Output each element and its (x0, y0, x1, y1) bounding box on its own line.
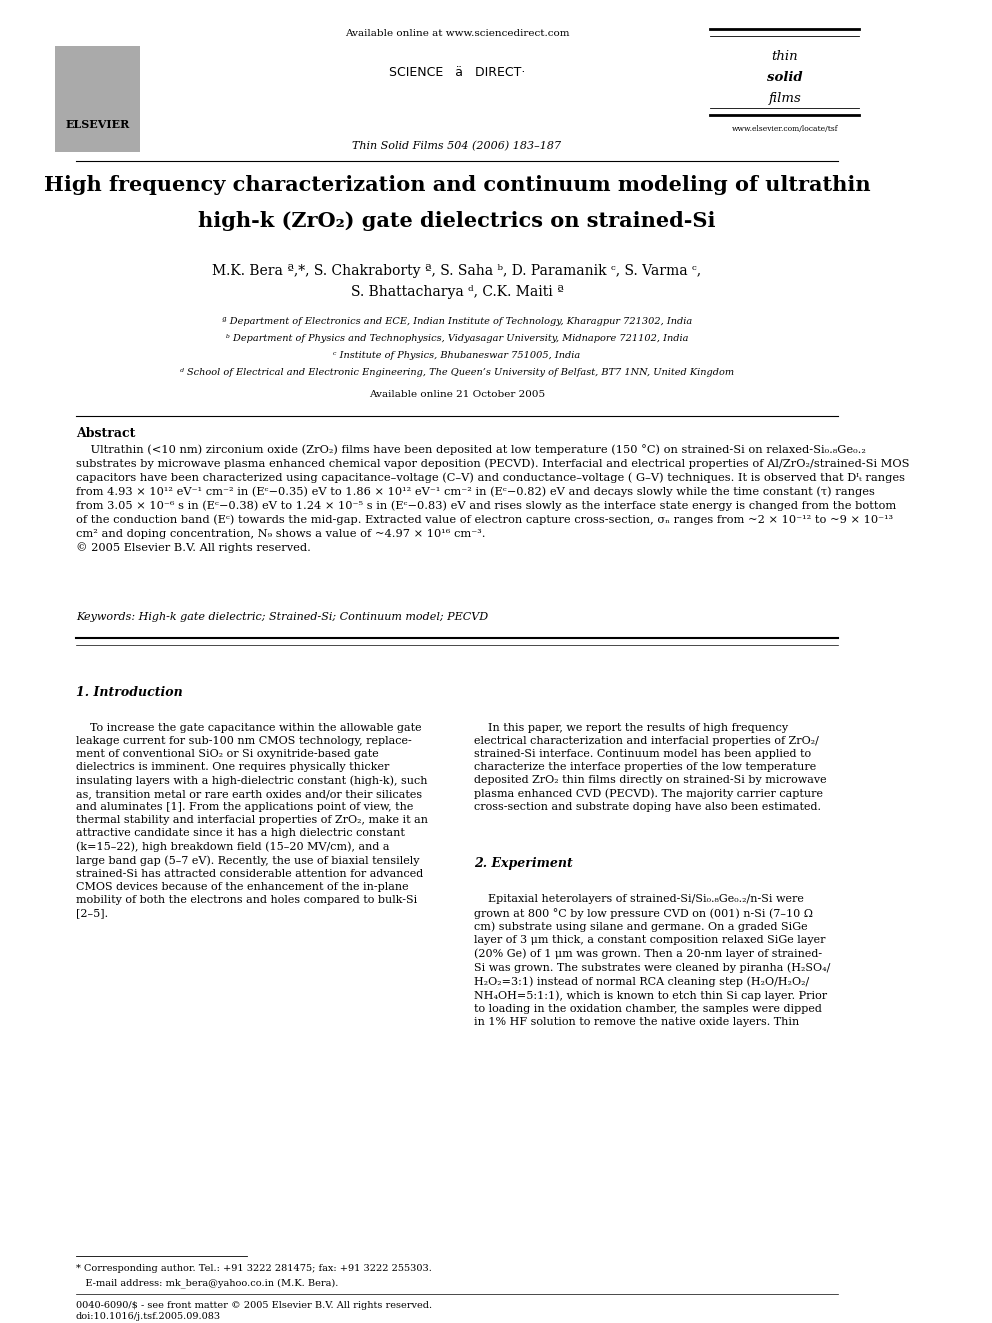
Text: high-k (ZrO₂) gate dielectrics on strained-Si: high-k (ZrO₂) gate dielectrics on strain… (198, 212, 715, 232)
Text: In this paper, we report the results of high frequency
electrical characterizati: In this paper, we report the results of … (474, 722, 826, 812)
Text: Epitaxial heterolayers of strained-Si/Si₀.₈Ge₀.₂/n-Si were
grown at 800 °C by lo: Epitaxial heterolayers of strained-Si/Si… (474, 894, 830, 1027)
Text: 2. Experiment: 2. Experiment (474, 857, 572, 871)
Text: 1. Introduction: 1. Introduction (76, 685, 183, 699)
Text: films: films (769, 93, 802, 106)
Text: solid: solid (767, 71, 803, 85)
Text: M.K. Bera ª,*, S. Chakraborty ª, S. Saha ᵇ, D. Paramanik ᶜ, S. Varma ᶜ,: M.K. Bera ª,*, S. Chakraborty ª, S. Saha… (212, 263, 701, 278)
FancyBboxPatch shape (55, 46, 140, 152)
Text: * Corresponding author. Tel.: +91 3222 281475; fax: +91 3222 255303.: * Corresponding author. Tel.: +91 3222 2… (76, 1263, 432, 1273)
Text: Available online 21 October 2005: Available online 21 October 2005 (369, 390, 545, 400)
Text: ᶜ Institute of Physics, Bhubaneswar 751005, India: ᶜ Institute of Physics, Bhubaneswar 7510… (333, 351, 580, 360)
Text: thin: thin (772, 50, 799, 64)
Text: High frequency characterization and continuum modeling of ultrathin: High frequency characterization and cont… (44, 176, 870, 196)
Text: To increase the gate capacitance within the allowable gate
leakage current for s: To increase the gate capacitance within … (76, 722, 428, 918)
Text: ᵈ School of Electrical and Electronic Engineering, The Queen’s University of Bel: ᵈ School of Electrical and Electronic En… (180, 368, 734, 377)
Text: ELSEVIER: ELSEVIER (65, 119, 130, 130)
Text: www.elsevier.com/locate/tsf: www.elsevier.com/locate/tsf (732, 126, 838, 134)
Text: E-mail address: mk_bera@yahoo.co.in (M.K. Bera).: E-mail address: mk_bera@yahoo.co.in (M.K… (76, 1278, 338, 1289)
Text: ª Department of Electronics and ECE, Indian Institute of Technology, Kharagpur 7: ª Department of Electronics and ECE, Ind… (222, 316, 692, 325)
Text: 0040-6090/$ - see front matter © 2005 Elsevier B.V. All rights reserved.: 0040-6090/$ - see front matter © 2005 El… (76, 1301, 433, 1310)
Text: SCIENCE   ä   DIRECT·: SCIENCE ä DIRECT· (389, 66, 525, 79)
Text: ᵇ Department of Physics and Technophysics, Vidyasagar University, Midnapore 7211: ᵇ Department of Physics and Technophysic… (226, 333, 688, 343)
Text: S. Bhattacharya ᵈ, C.K. Maiti ª: S. Bhattacharya ᵈ, C.K. Maiti ª (350, 284, 563, 299)
Text: doi:10.1016/j.tsf.2005.09.083: doi:10.1016/j.tsf.2005.09.083 (76, 1312, 221, 1322)
Text: Available online at www.sciencedirect.com: Available online at www.sciencedirect.co… (344, 29, 569, 38)
Text: Keywords: High-k gate dielectric; Strained-Si; Continuum model; PECVD: Keywords: High-k gate dielectric; Strain… (76, 613, 488, 622)
Text: Thin Solid Films 504 (2006) 183–187: Thin Solid Films 504 (2006) 183–187 (352, 142, 561, 151)
Text: Abstract: Abstract (76, 427, 135, 441)
Text: Ultrathin (<10 nm) zirconium oxide (ZrO₂) films have been deposited at low tempe: Ultrathin (<10 nm) zirconium oxide (ZrO₂… (76, 445, 910, 553)
